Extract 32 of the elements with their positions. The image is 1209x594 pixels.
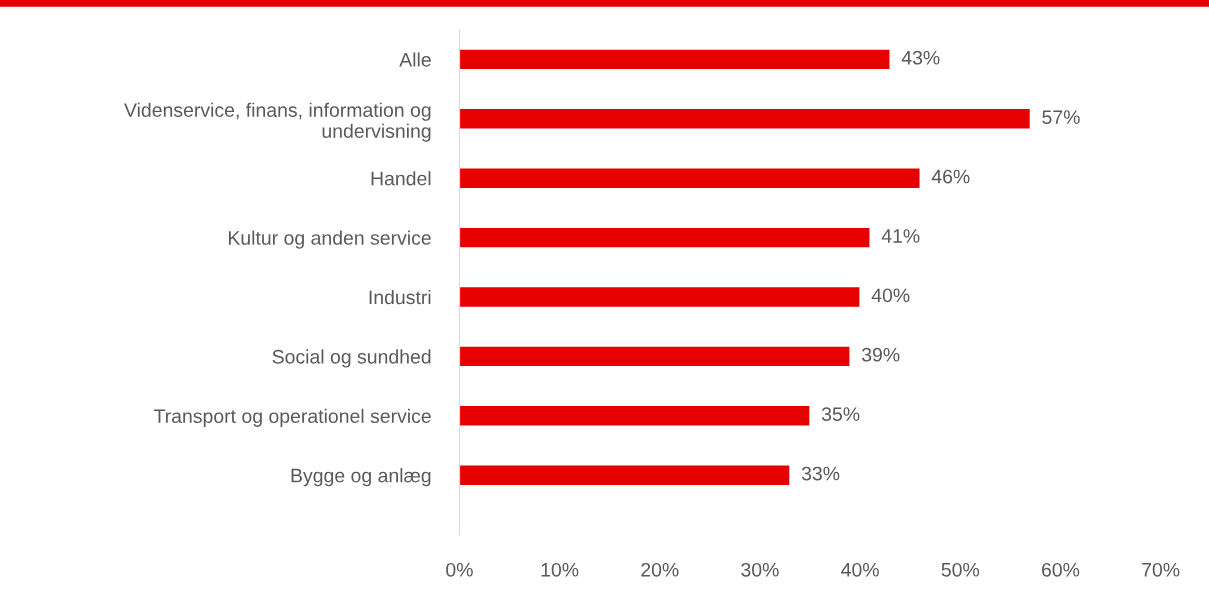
y-tick-label: Social og sundhed [272,349,431,368]
y-tick-label: Industri [369,289,431,305]
bar [459,48,891,71]
bar [459,464,791,487]
y-tick-label: Kultur og anden service [228,230,431,249]
bar [459,345,851,368]
x-tick-label: 20% [641,562,679,577]
data-label: 57% [1042,110,1080,125]
y-tick-label: Handel [371,171,431,186]
bar [459,226,871,249]
bar [459,107,1032,130]
data-label: 41% [881,229,920,243]
data-label: 39% [861,347,900,362]
x-tick-label: 50% [941,562,980,577]
data-label: 40% [871,288,910,303]
data-label: 35% [821,407,860,422]
y-tick-label: Transport og operationel service [153,408,431,427]
y-tick-label: Bygge og anlæg [291,468,431,487]
x-tick-label: 70% [1142,562,1180,577]
y-tick-label: Alle [399,52,431,67]
x-tick-label: 40% [841,562,879,577]
y-tick-label: Videnservice, finans, information og undervisning [124,102,431,142]
data-label: 33% [801,466,840,481]
bar [459,285,861,309]
bar [459,167,921,190]
data-label: 46% [931,169,970,184]
bar [459,404,811,427]
x-tick-label: 30% [741,562,779,577]
x-tick-label: 60% [1041,562,1080,577]
data-label: 43% [901,50,940,65]
x-tick-label: 0% [446,562,473,577]
x-tick-label: 10% [541,562,579,577]
